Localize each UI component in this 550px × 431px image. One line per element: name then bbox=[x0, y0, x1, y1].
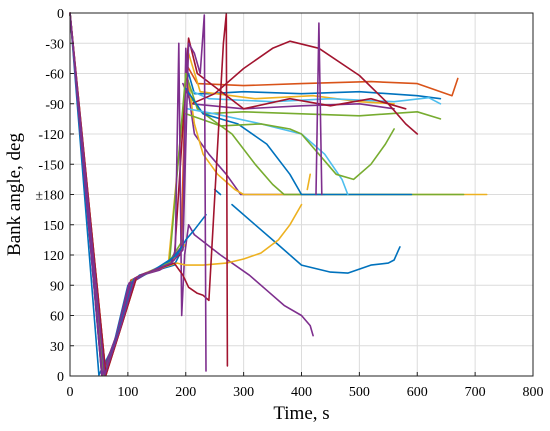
y-axis-label: Bank angle, deg bbox=[4, 133, 25, 256]
x-axis-ticks: 0 100 200 300 400 500 600 700 800 bbox=[67, 372, 544, 400]
x-tick-label: 200 bbox=[175, 385, 196, 400]
series-group bbox=[69, 12, 488, 376]
x-tick-label: 600 bbox=[407, 385, 428, 400]
y-tick-label: -60 bbox=[45, 68, 64, 83]
y-tick-label: -120 bbox=[38, 128, 64, 143]
y-tick-label: -90 bbox=[45, 98, 64, 113]
y-tick-label: 120 bbox=[43, 249, 64, 264]
y-tick-label: 60 bbox=[50, 310, 64, 325]
series-line-19 bbox=[69, 12, 207, 376]
x-tick-label: 300 bbox=[233, 385, 254, 400]
x-axis-label: Time, s bbox=[273, 403, 329, 424]
y-axis-ticks: 0 -30 -60 -90 -120 -150 ±180 150 120 90 60 30 0 bbox=[35, 7, 74, 385]
x-tick-label: 100 bbox=[117, 385, 138, 400]
y-tick-label: 0 bbox=[57, 7, 64, 22]
y-tick-label: -150 bbox=[38, 158, 64, 173]
x-tick-label: 400 bbox=[291, 385, 312, 400]
x-tick-label: 0 bbox=[67, 385, 74, 400]
x-tick-label: 700 bbox=[465, 385, 486, 400]
y-tick-label: 0 bbox=[57, 370, 64, 385]
y-tick-label: 90 bbox=[50, 279, 64, 294]
y-tick-label: 30 bbox=[50, 340, 64, 355]
y-tick-label: ±180 bbox=[35, 189, 64, 204]
y-tick-label: 150 bbox=[43, 219, 64, 234]
y-tick-label: -30 bbox=[45, 37, 64, 52]
x-tick-label: 800 bbox=[523, 385, 544, 400]
x-tick-label: 500 bbox=[349, 385, 370, 400]
